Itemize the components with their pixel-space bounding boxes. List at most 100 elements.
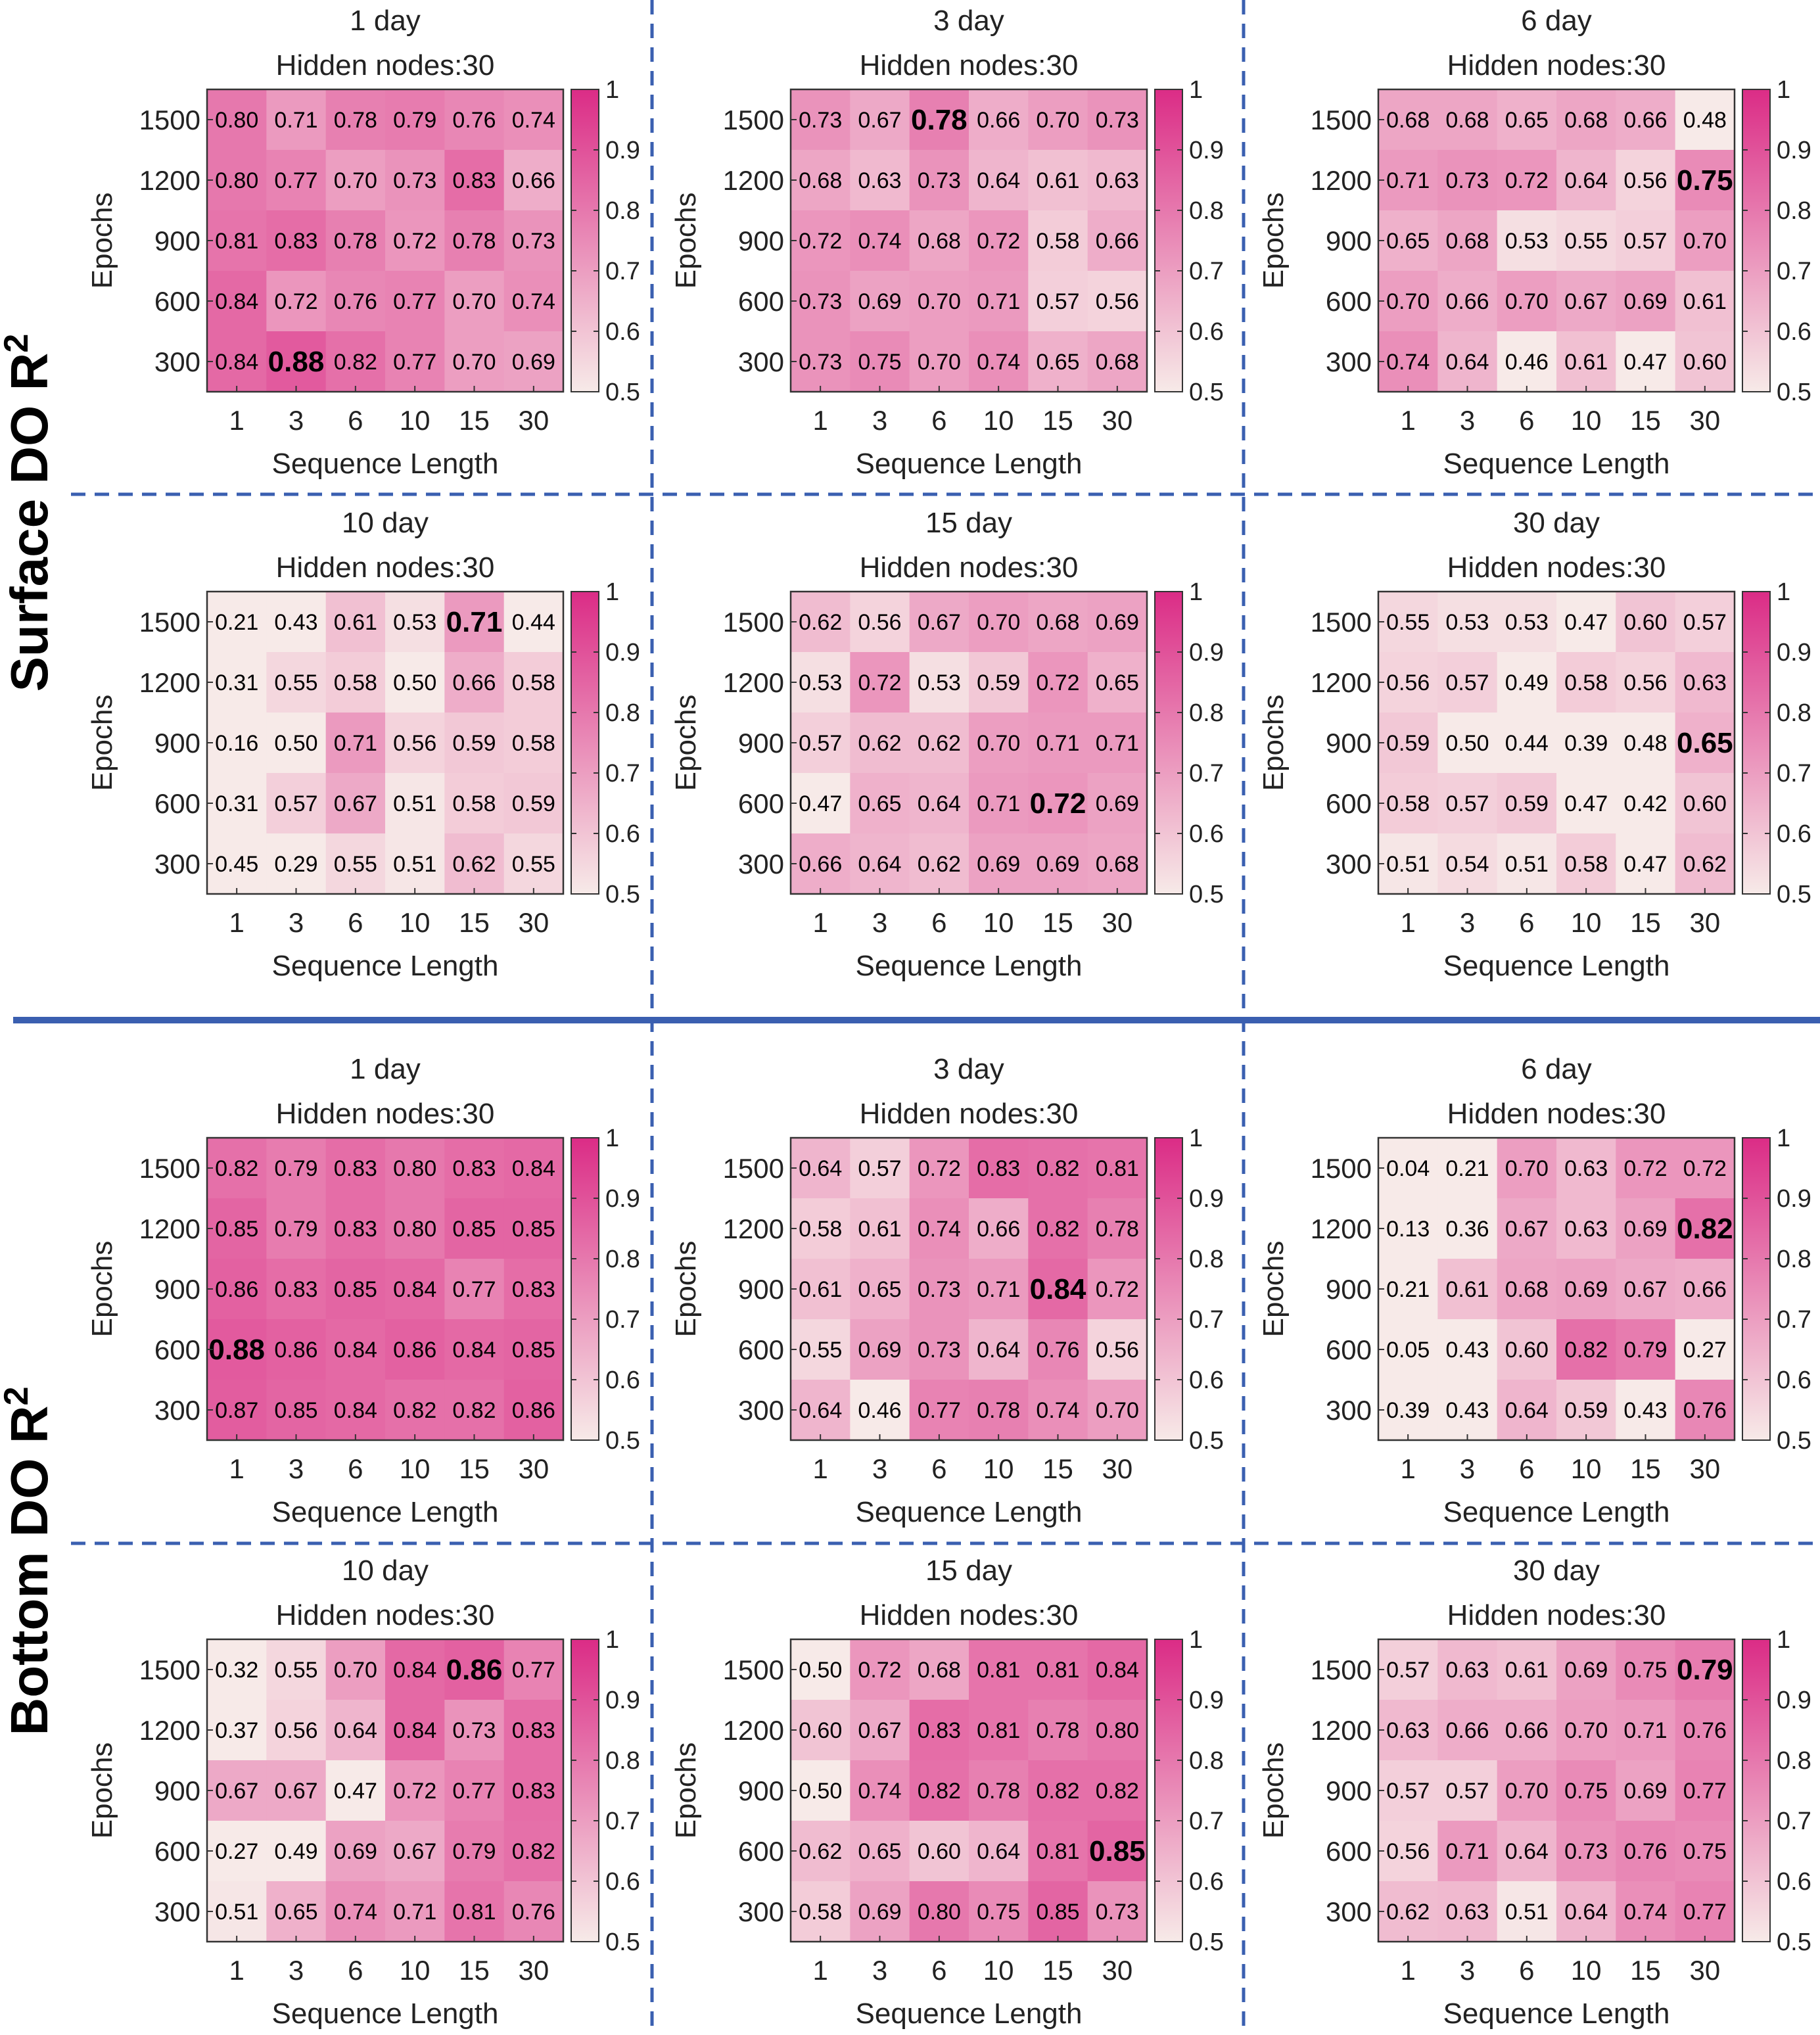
colorbar [1154, 591, 1183, 895]
cell-value: 0.83 [512, 1779, 555, 1804]
colorbar-tick-label: 0.6 [605, 1868, 640, 1896]
heatmap-cell [444, 1821, 505, 1882]
cell-value: 0.74 [512, 289, 555, 314]
heatmap-cell [1087, 1138, 1148, 1199]
cell-value: 0.63 [1386, 1718, 1430, 1743]
cell-value: 0.27 [1683, 1338, 1727, 1363]
heatmap-cell [444, 1700, 505, 1761]
heatmap-cell [385, 1198, 445, 1259]
heatmap-cell [1087, 1319, 1148, 1380]
cell-value: 0.68 [1445, 108, 1489, 133]
panel-title: 3 day [933, 5, 1004, 37]
x-axis-label: Sequence Length [272, 1496, 499, 1528]
cell-value: 0.81 [977, 1718, 1020, 1743]
cell-value: 0.13 [1386, 1217, 1430, 1242]
cell-value: 0.77 [274, 168, 317, 193]
heatmap-cell [850, 1639, 910, 1700]
panel-subtitle: Hidden nodes:30 [1447, 1599, 1666, 1631]
heatmap-cell [1616, 1198, 1676, 1259]
cell-value: 0.64 [799, 1398, 842, 1423]
heatmap-cell [1497, 1881, 1557, 1942]
cell-value: 0.50 [799, 1779, 842, 1804]
cell-value: 0.58 [1036, 229, 1079, 254]
cell-value-best: 0.65 [1677, 727, 1733, 759]
heatmap-cell [1675, 1259, 1735, 1320]
cell-value: 0.67 [858, 1718, 901, 1743]
heatmap-cell [503, 1700, 564, 1761]
heatmap-cell [207, 1380, 267, 1441]
cell-value: 0.66 [1445, 1718, 1489, 1743]
cell-value: 0.85 [452, 1217, 496, 1242]
y-axis-label: Epochs [670, 1743, 702, 1839]
panel-title: 30 day [1513, 1555, 1600, 1587]
cell-value: 0.86 [274, 1338, 317, 1363]
cell-value: 0.50 [393, 670, 436, 695]
cell-value: 0.31 [215, 791, 258, 816]
cell-value: 0.71 [977, 289, 1020, 314]
cell-value: 0.77 [393, 350, 436, 375]
y-tick-label: 600 [1326, 286, 1372, 317]
cell-value: 0.82 [1564, 1338, 1608, 1363]
heatmap-cell [385, 713, 445, 774]
heatmap-cell [909, 331, 969, 392]
cell-value: 0.71 [1445, 1839, 1489, 1864]
x-axis-label: Sequence Length [1443, 950, 1670, 982]
y-tick-label: 600 [154, 1334, 200, 1365]
heatmap-cell [909, 713, 969, 774]
cell-value: 0.74 [977, 350, 1020, 375]
cell-value: 0.69 [858, 289, 901, 314]
y-tick-label: 900 [1326, 225, 1372, 256]
y-tick-label: 900 [738, 225, 784, 256]
cell-value: 0.81 [215, 229, 258, 254]
cell-value: 0.69 [1623, 1217, 1667, 1242]
section-label-bottom-sup: 2 [0, 1386, 35, 1405]
heatmap-cell [909, 150, 969, 211]
cell-value: 0.68 [918, 229, 961, 254]
heatmap-cell [503, 592, 564, 653]
heatmap-cell [1087, 1198, 1148, 1259]
y-tick-label: 1500 [139, 1654, 200, 1685]
colorbar-tick-label: 0.7 [1777, 1306, 1811, 1334]
cell-value: 0.71 [274, 108, 317, 133]
heatmap-cell [969, 89, 1029, 151]
x-tick-label: 6 [931, 907, 946, 938]
cell-value: 0.57 [1445, 1779, 1489, 1804]
heatmap-cell [969, 1380, 1029, 1441]
cell-value: 0.70 [1096, 1398, 1139, 1423]
cell-value-best: 0.71 [446, 606, 503, 638]
cell-value: 0.73 [1564, 1839, 1608, 1864]
heatmap-cell [266, 150, 327, 211]
colorbar-tick-label: 0.9 [1777, 1687, 1811, 1714]
cell-value: 0.21 [215, 610, 258, 635]
heatmap-cell [503, 1881, 564, 1942]
heatmap-cell [325, 271, 386, 332]
heatmap-cell [207, 1639, 267, 1700]
x-tick-label: 1 [229, 1453, 244, 1484]
heatmap-cell [1556, 150, 1616, 211]
cell-value: 0.53 [1505, 610, 1549, 635]
panel-dividers [13, 0, 1820, 2035]
x-tick-label: 6 [931, 405, 946, 436]
colorbar-tick-label: 0.8 [1189, 699, 1224, 727]
cell-value: 0.43 [1623, 1398, 1667, 1423]
heatmap-cell [503, 833, 564, 895]
colorbar-tick-label: 0.7 [1189, 1306, 1224, 1334]
cell-value: 0.42 [1623, 791, 1667, 816]
heatmap-cell [325, 1881, 386, 1942]
cell-value: 0.72 [1683, 1156, 1727, 1181]
cell-value: 0.78 [334, 229, 377, 254]
heatmap-cell [1616, 89, 1676, 151]
cell-value: 0.82 [1036, 1156, 1079, 1181]
heatmap-cell [385, 1700, 445, 1761]
cell-value: 0.62 [1683, 852, 1727, 877]
cell-value: 0.61 [1036, 168, 1079, 193]
heatmap-cell [385, 833, 445, 895]
cell-value: 0.65 [858, 791, 901, 816]
colorbar-tick-label: 1 [1189, 1626, 1203, 1654]
heatmap-cell [266, 1319, 327, 1380]
cell-value: 0.58 [1564, 670, 1608, 695]
heatmap-cell [207, 331, 267, 392]
heatmap-cell [850, 1881, 910, 1942]
